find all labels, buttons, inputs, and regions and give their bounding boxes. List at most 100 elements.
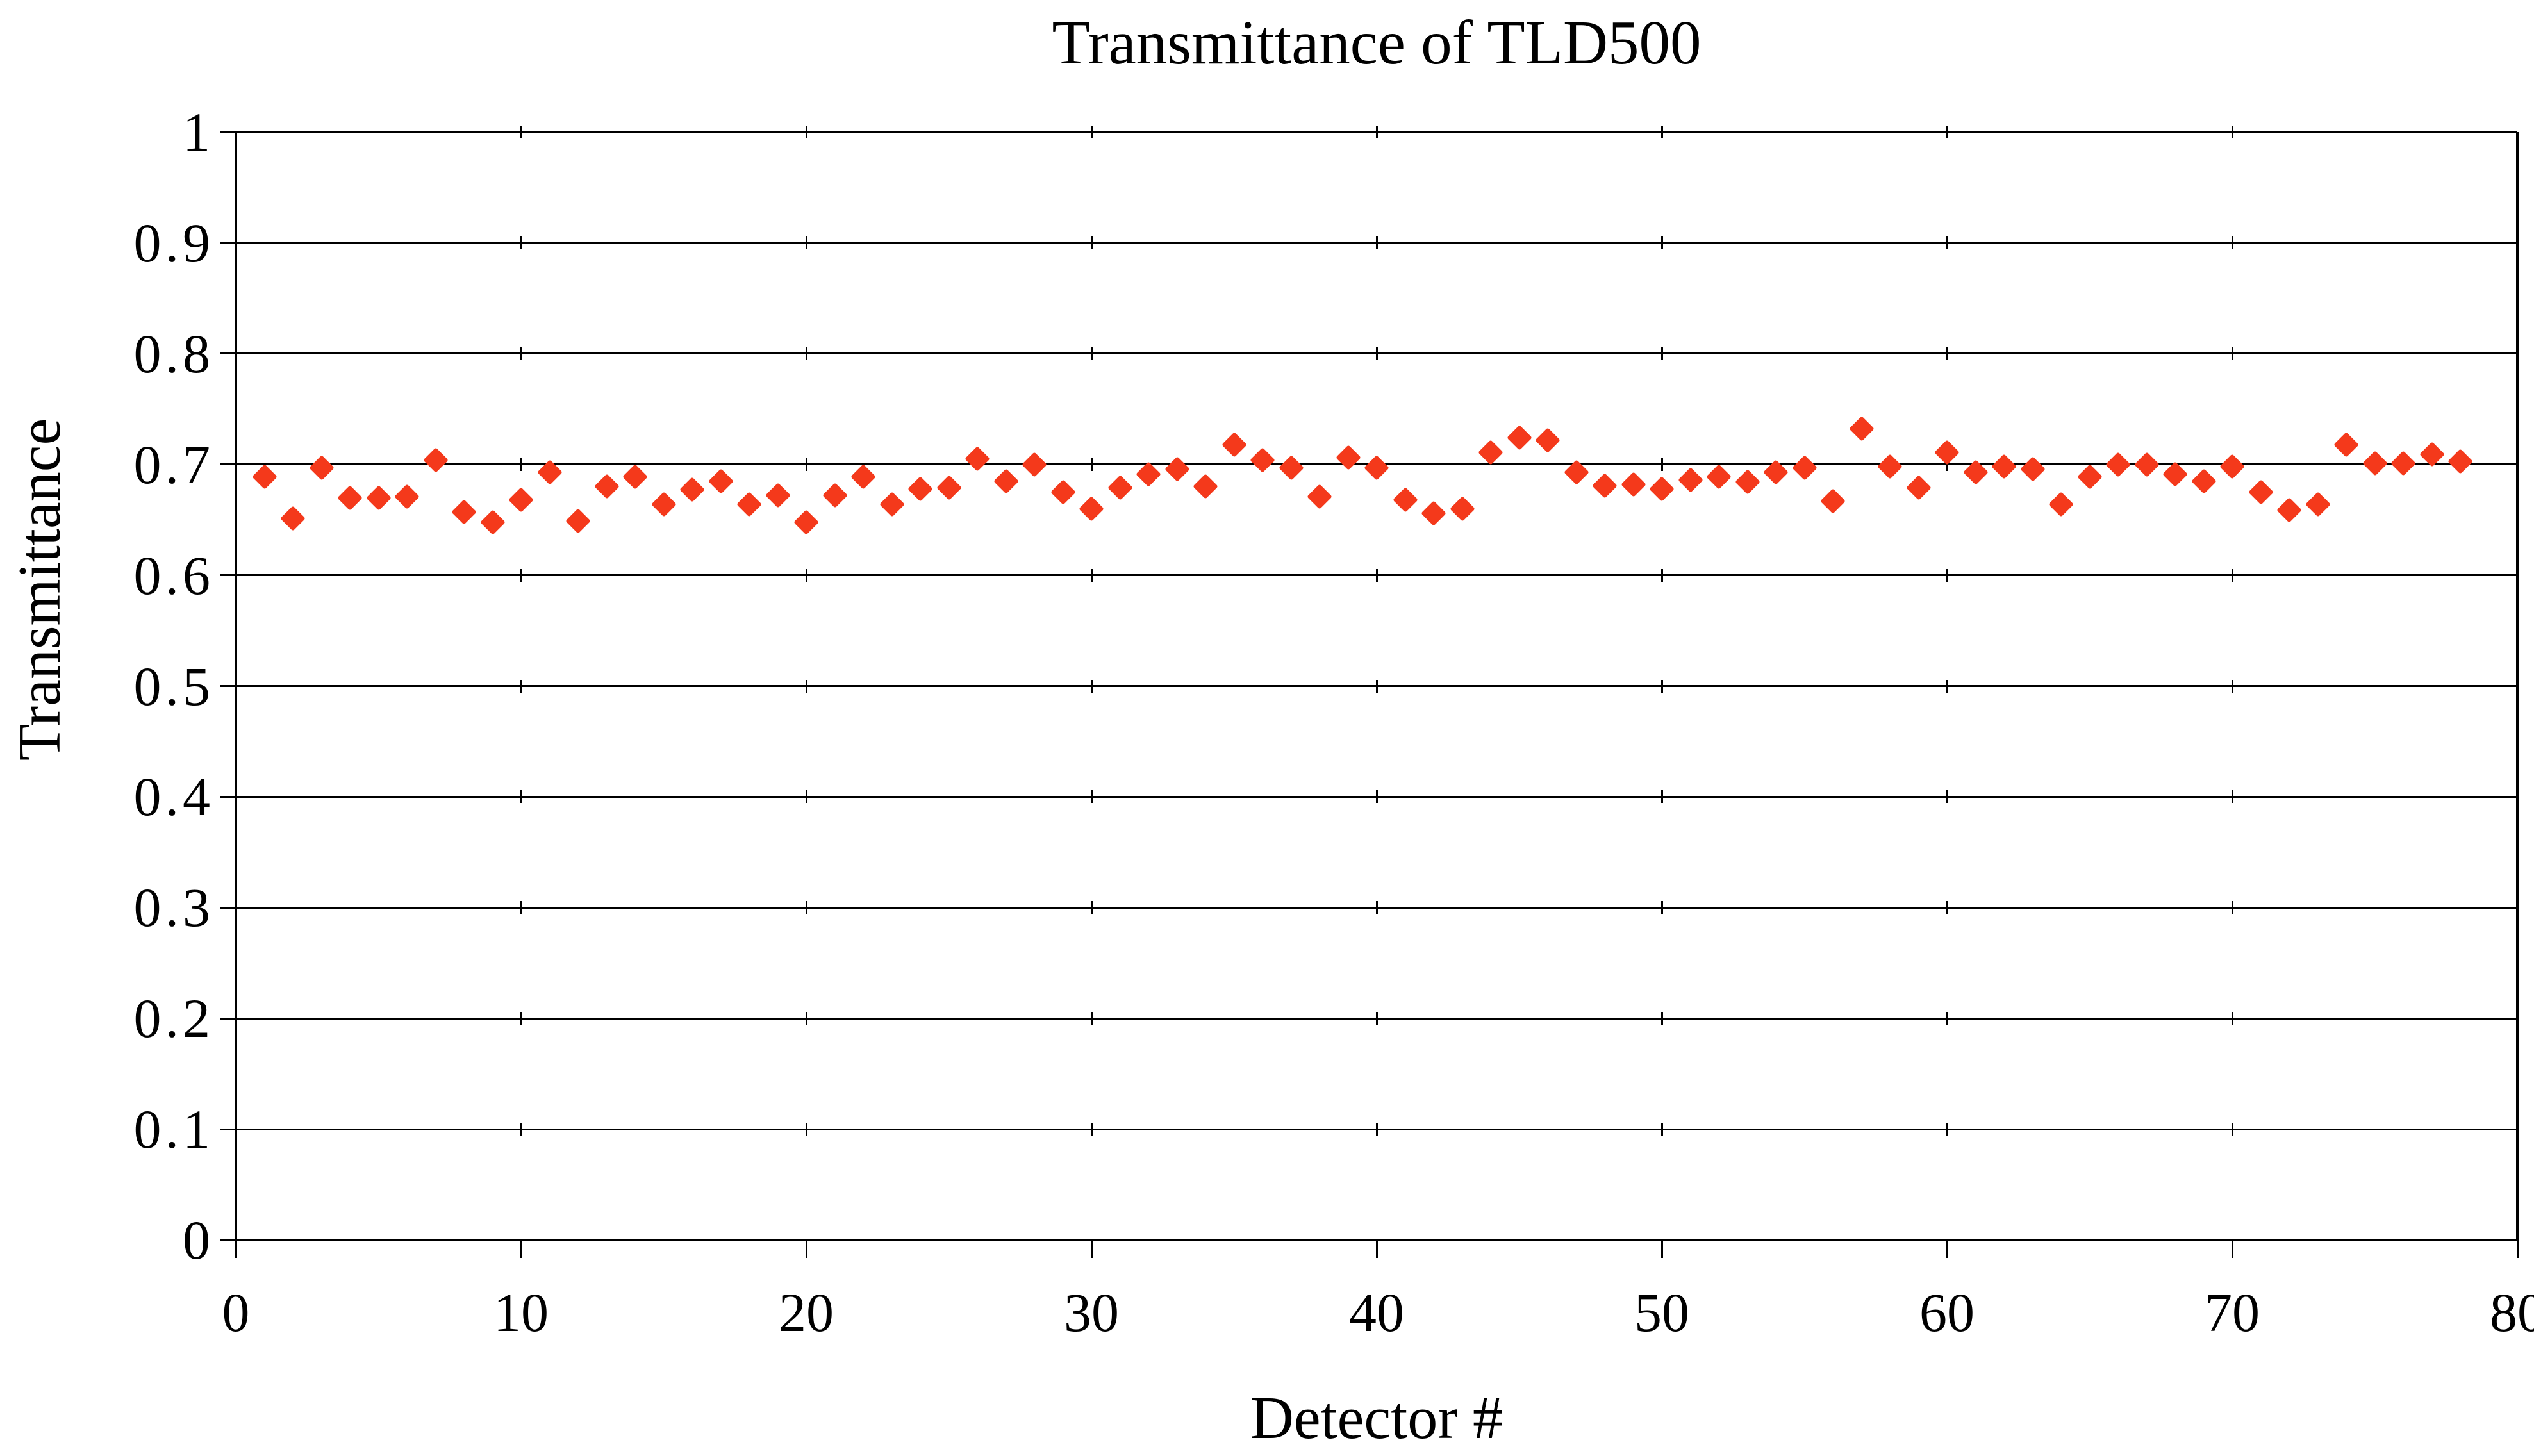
data-point-diamond <box>1706 463 1732 490</box>
data-point-diamond <box>2162 461 2188 488</box>
data-point-diamond <box>1107 475 1133 500</box>
data-point-diamond <box>1392 487 1418 513</box>
data-point-diamond <box>1164 456 1190 482</box>
data-point-diamond <box>1335 445 1361 471</box>
data-point-diamond <box>1079 496 1104 522</box>
gridline-cross-tick <box>520 568 522 582</box>
x-tick-label: 70 <box>2205 1282 2260 1343</box>
plot-right-border <box>2516 132 2519 1241</box>
data-point-diamond <box>1934 439 1960 465</box>
data-point-diamond <box>1221 431 1247 458</box>
y-axis-tick <box>220 1017 236 1020</box>
y-tick-label: 0.7 <box>133 433 214 495</box>
x-axis-tick <box>520 1240 522 1258</box>
y-axis-tick <box>220 1128 236 1130</box>
data-point-diamond <box>280 506 306 532</box>
data-point-diamond <box>850 463 876 490</box>
chart-title: Transmittance of TLD500 <box>1052 8 1702 77</box>
data-point-diamond <box>1848 416 1875 442</box>
data-point-diamond <box>479 509 506 535</box>
data-point-diamond <box>593 474 620 500</box>
gridline-cross-tick <box>1375 347 1378 360</box>
gridline-cross-tick <box>1946 347 1948 360</box>
y-axis-tick <box>220 906 236 909</box>
gridline-cross-tick <box>1660 1123 1663 1136</box>
gridline-cross-tick <box>805 347 807 360</box>
data-point-diamond <box>650 492 677 517</box>
data-point-diamond <box>1136 461 1161 488</box>
gridline-cross-tick <box>1090 1012 1093 1025</box>
gridline-cross-tick <box>1090 790 1093 804</box>
gridline-cross-tick <box>1090 901 1093 914</box>
x-tick-label: 0 <box>222 1282 250 1343</box>
gridline-cross-tick <box>1660 679 1663 693</box>
y-axis-tick <box>220 1239 236 1241</box>
gridline-cross-tick <box>805 236 807 249</box>
data-point-diamond <box>679 477 705 503</box>
y-axis-tick <box>220 242 236 244</box>
data-point-diamond <box>2276 497 2302 523</box>
data-point-diamond <box>2248 479 2274 505</box>
y-tick-label: 0.2 <box>133 988 214 1050</box>
gridline-cross-tick <box>1090 1123 1093 1136</box>
data-point-diamond <box>337 484 363 511</box>
data-point-diamond <box>765 483 791 508</box>
data-point-diamond <box>251 463 277 490</box>
gridline-cross-tick <box>1090 347 1093 360</box>
gridline-cross-tick <box>1660 901 1663 914</box>
data-point-diamond <box>308 455 335 481</box>
gridline-cross-tick <box>1375 568 1378 582</box>
gridline-cross-tick <box>2231 901 2233 914</box>
gridline-cross-tick <box>520 901 522 914</box>
gridline-cross-tick <box>805 1123 807 1136</box>
data-point-diamond <box>879 492 905 517</box>
gridline-cross-tick <box>1946 790 1948 804</box>
gridline-cross-tick <box>1660 568 1663 582</box>
y-tick-label: 0.9 <box>133 211 214 274</box>
gridline-cross-tick <box>520 126 522 138</box>
gridline-cross-tick <box>1946 1123 1948 1136</box>
data-point-diamond <box>1421 500 1446 526</box>
gridline-cross-tick <box>1375 126 1378 138</box>
data-point-diamond <box>1449 496 1475 522</box>
gridline-cross-tick <box>805 126 807 138</box>
y-tick-label: 0.6 <box>133 544 214 606</box>
data-point-diamond <box>2190 468 2217 494</box>
gridline-cross-tick <box>805 458 807 471</box>
x-tick-label: 30 <box>1064 1282 1119 1343</box>
gridline-cross-tick <box>1946 568 1948 582</box>
gridline-cross-tick <box>1946 679 1948 693</box>
gridline-cross-tick <box>2231 1012 2233 1025</box>
data-point-diamond <box>1734 469 1760 495</box>
y-tick-label: 1 <box>183 101 214 163</box>
x-tick-label: 50 <box>1634 1282 1689 1343</box>
x-axis-tick <box>2231 1240 2233 1258</box>
x-axis-tick <box>235 1240 237 1258</box>
x-axis-tick <box>1660 1240 1663 1258</box>
data-point-diamond <box>1649 476 1675 502</box>
gridline-cross-tick <box>2231 790 2233 804</box>
gridline-cross-tick <box>1660 236 1663 249</box>
data-point-diamond <box>1791 455 1818 481</box>
gridline-cross-tick <box>1660 1012 1663 1025</box>
data-point-diamond <box>1877 454 1903 479</box>
data-point-diamond <box>508 487 534 513</box>
y-tick-label: 0 <box>183 1209 214 1271</box>
gridline-cross-tick <box>1660 790 1663 804</box>
gridline-cross-tick <box>1090 126 1093 138</box>
data-point-diamond <box>907 476 933 502</box>
data-point-diamond <box>1478 439 1503 465</box>
data-point-diamond <box>1278 455 1304 481</box>
data-point-diamond <box>1506 425 1532 451</box>
gridline-cross-tick <box>1660 347 1663 360</box>
x-tick-label: 80 <box>2490 1282 2534 1343</box>
gridline-cross-tick <box>520 790 522 804</box>
y-tick-label: 0.4 <box>133 766 214 828</box>
gridline-cross-tick <box>2231 1123 2233 1136</box>
y-axis-tick <box>220 795 236 798</box>
y-axis-tick <box>220 131 236 133</box>
data-point-diamond <box>2333 431 2359 458</box>
data-point-diamond <box>1991 454 2017 479</box>
gridline-cross-tick <box>1946 901 1948 914</box>
x-tick-label: 40 <box>1349 1282 1404 1343</box>
